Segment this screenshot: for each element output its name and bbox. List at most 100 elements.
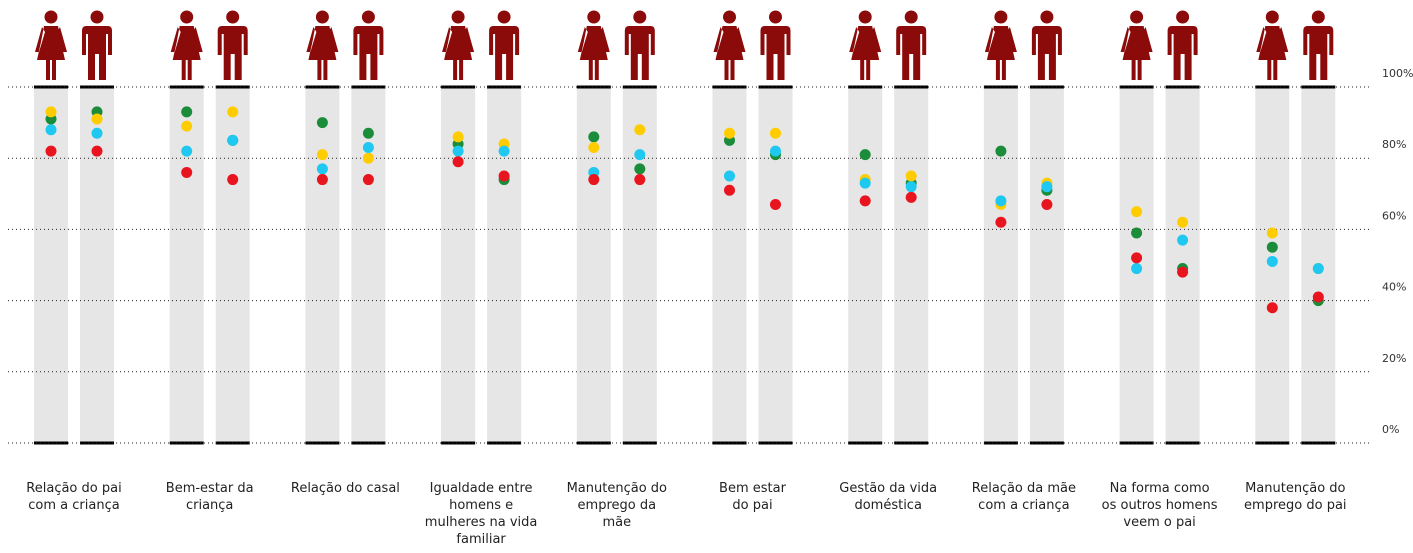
dot bbox=[498, 170, 510, 182]
dot bbox=[1266, 255, 1278, 267]
icon-body bbox=[1031, 26, 1062, 80]
icon-head bbox=[769, 10, 782, 24]
dot bbox=[91, 113, 103, 125]
male-icon bbox=[82, 10, 112, 80]
dot bbox=[181, 106, 193, 118]
icon-body bbox=[896, 26, 927, 80]
dot bbox=[859, 149, 871, 161]
column-base bbox=[758, 441, 793, 445]
y-tick-label: 100% bbox=[1382, 67, 1413, 80]
column-cap bbox=[34, 85, 68, 89]
male-icon bbox=[896, 10, 927, 80]
male-icon bbox=[760, 10, 791, 80]
icon-body bbox=[760, 26, 791, 80]
column-cap bbox=[1165, 85, 1200, 89]
dot bbox=[91, 127, 103, 139]
dot bbox=[227, 134, 239, 146]
male-icon bbox=[1303, 10, 1334, 80]
dot bbox=[316, 174, 328, 186]
category-label: Igualdade entre homens e mulheres na vid… bbox=[424, 481, 538, 547]
category-label: Bem estar do pai bbox=[719, 481, 786, 513]
female-icon bbox=[35, 10, 67, 80]
column-base bbox=[1029, 441, 1064, 445]
dot bbox=[905, 170, 917, 182]
icon-head bbox=[226, 10, 240, 24]
female-icon bbox=[849, 10, 882, 80]
icon-body bbox=[984, 26, 1017, 80]
icon-body bbox=[1120, 26, 1153, 80]
dot bbox=[1177, 234, 1189, 246]
column-cap bbox=[622, 85, 657, 89]
column bbox=[983, 87, 1018, 443]
dot bbox=[1131, 227, 1143, 239]
y-tick-label: 20% bbox=[1382, 352, 1406, 365]
icon-body bbox=[353, 26, 384, 80]
dot bbox=[45, 106, 57, 118]
dot bbox=[905, 181, 917, 193]
male-icon bbox=[489, 10, 520, 80]
column bbox=[34, 87, 68, 443]
male-icon bbox=[1167, 10, 1198, 80]
dot bbox=[1131, 263, 1143, 275]
icon-head bbox=[587, 10, 601, 24]
dot bbox=[316, 149, 328, 161]
female-icon bbox=[442, 10, 475, 80]
column-base bbox=[169, 441, 204, 445]
dot bbox=[227, 174, 239, 186]
dot bbox=[724, 170, 735, 182]
column-cap bbox=[758, 85, 793, 89]
dot bbox=[362, 152, 374, 164]
dot bbox=[316, 163, 328, 175]
column-base bbox=[576, 441, 611, 445]
icon-body bbox=[82, 26, 112, 80]
dot bbox=[1312, 291, 1324, 303]
icon-head bbox=[315, 10, 329, 24]
dot bbox=[181, 120, 193, 132]
category-label: Relação do pai com a criança bbox=[26, 481, 122, 513]
y-tick-label: 0% bbox=[1382, 423, 1399, 436]
dot bbox=[362, 174, 374, 186]
column bbox=[80, 87, 114, 443]
column-base bbox=[848, 441, 883, 445]
dot bbox=[1131, 206, 1143, 218]
dot bbox=[724, 184, 735, 196]
dot bbox=[770, 127, 781, 139]
dot bbox=[995, 195, 1007, 207]
female-icon bbox=[306, 10, 339, 80]
dot bbox=[181, 166, 193, 178]
column bbox=[848, 87, 883, 443]
icon-body bbox=[170, 26, 203, 80]
icon-head bbox=[1040, 10, 1054, 24]
icon-body bbox=[1256, 26, 1289, 80]
dot bbox=[1177, 216, 1189, 228]
dot bbox=[588, 174, 600, 186]
dot bbox=[362, 142, 374, 154]
category-label: Manutenção do emprego do pai bbox=[1244, 481, 1347, 513]
icon-body bbox=[489, 26, 520, 80]
column bbox=[622, 87, 657, 443]
column-base bbox=[894, 441, 929, 445]
column bbox=[1029, 87, 1064, 443]
dot bbox=[588, 142, 600, 154]
dot bbox=[995, 216, 1007, 228]
female-icon bbox=[1256, 10, 1289, 80]
male-icon bbox=[624, 10, 655, 80]
column-cap bbox=[712, 85, 747, 89]
female-icon bbox=[984, 10, 1017, 80]
dot bbox=[452, 145, 464, 157]
dot bbox=[1266, 227, 1278, 239]
icon-body bbox=[577, 26, 610, 80]
icon-head bbox=[1265, 10, 1279, 24]
category-label: Gestão da vida doméstica bbox=[839, 481, 938, 513]
column bbox=[305, 87, 340, 443]
icon-body bbox=[1303, 26, 1334, 80]
icon-body bbox=[713, 26, 746, 80]
y-tick-label: 40% bbox=[1382, 281, 1406, 294]
column-base bbox=[305, 441, 340, 445]
icon-head bbox=[90, 10, 104, 24]
female-icon bbox=[713, 10, 746, 80]
column-base bbox=[1165, 441, 1200, 445]
column-base bbox=[622, 441, 657, 445]
icon-head bbox=[180, 10, 194, 24]
